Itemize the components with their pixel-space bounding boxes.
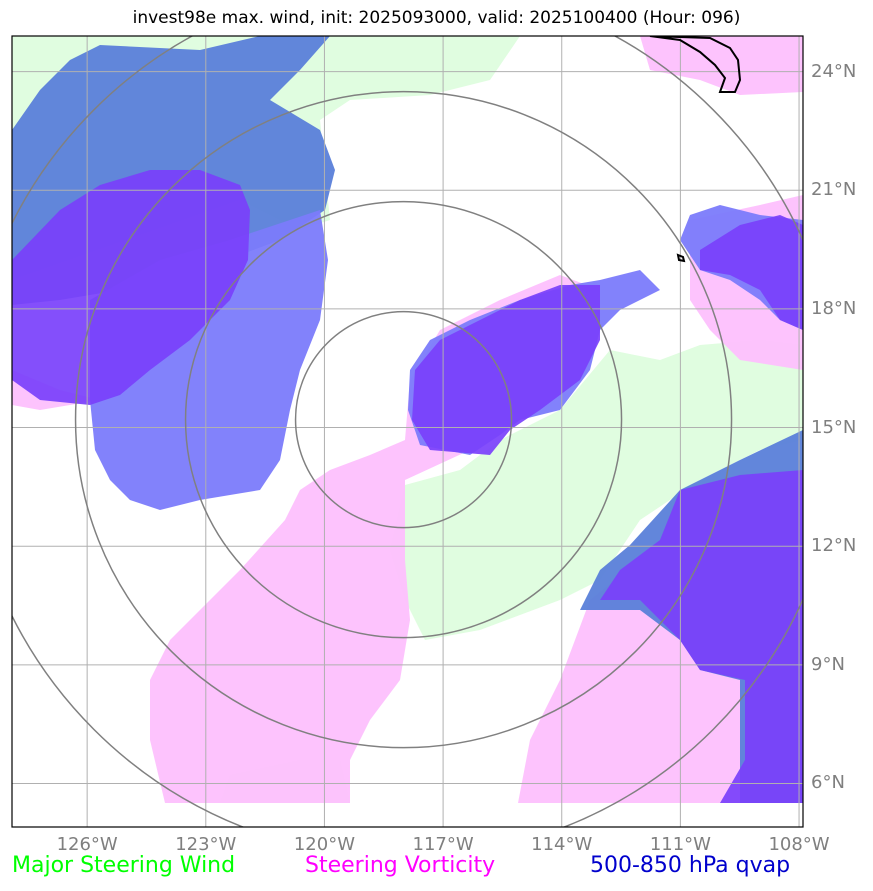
latitude-label: 15°N [811, 416, 857, 438]
qvap-region-east-core [700, 215, 803, 330]
range-ring [74, 90, 733, 749]
legend-steering-vorticity: Steering Vorticity [305, 853, 496, 878]
longitude-label: 111°W [649, 834, 711, 855]
range-ring [184, 200, 623, 639]
longitude-label: 114°W [531, 834, 593, 855]
coastline-baja [649, 36, 742, 93]
range-ring [294, 310, 513, 529]
qvap-region-southeast-core [600, 470, 803, 803]
range-rings [12, 36, 803, 827]
map-title: invest98e max. wind, init: 2025093000, v… [132, 8, 741, 28]
latitude-label: 12°N [811, 535, 857, 557]
latitude-label: 18°N [811, 297, 857, 319]
longitude-label: 120°W [293, 834, 356, 855]
graticule [12, 36, 803, 827]
longitude-label: 108°W [768, 834, 830, 855]
longitude-label: 117°W [412, 834, 474, 855]
coastline-island [676, 253, 686, 263]
map-frame [11, 35, 804, 828]
latitude-label: 9°N [811, 653, 845, 675]
legend-steering-wind: Major Steering Wind [12, 853, 236, 878]
longitude-label: 126°W [56, 834, 118, 855]
latitude-label: 24°N [811, 60, 857, 82]
legend-qvap: 500-850 hPa qvap [590, 853, 791, 878]
latitude-label: 6°N [811, 772, 845, 794]
longitude-label: 123°W [175, 834, 237, 855]
qvap-region-west-core [12, 170, 250, 405]
qvap-region-center-core [412, 285, 600, 455]
steering-wind-region-center [390, 340, 803, 640]
latitude-label: 21°N [811, 179, 857, 201]
